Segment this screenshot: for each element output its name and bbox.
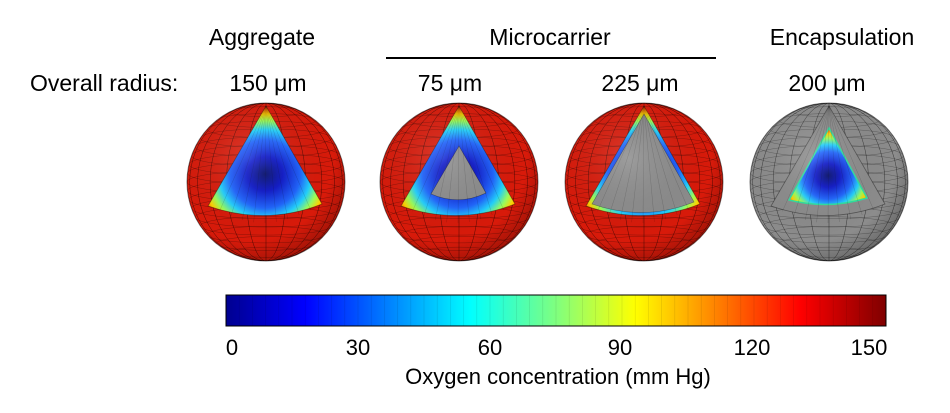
sphere-encapsulation [749, 102, 909, 262]
radius-aggregate: 150 μm [229, 70, 307, 96]
header-aggregate: Aggregate [208, 24, 316, 50]
sphere-aggregate [186, 102, 346, 262]
microcarrier-group-line [386, 57, 716, 59]
colorbar-tick-0: 0 [225, 335, 239, 360]
radius-microcarrier-large: 225 μm [601, 70, 679, 96]
sphere-microcarrier-small [379, 102, 539, 262]
colorbar-label: Oxygen concentration (mm Hg) [405, 364, 711, 389]
colorbar-tick-60: 60 [477, 335, 503, 360]
radius-encapsulation: 200 μm [788, 70, 866, 96]
colorbar-tick-150: 150 [850, 335, 888, 360]
overall-radius-label: Overall radius: [30, 70, 179, 96]
colorbar-tick-90: 90 [607, 335, 633, 360]
colorbar-tick-120: 120 [733, 335, 771, 360]
radius-microcarrier-small: 75 μm [417, 70, 483, 96]
colorbar-tick-30: 30 [345, 335, 371, 360]
header-encapsulation: Encapsulation [769, 24, 915, 50]
sphere-microcarrier-large [564, 102, 724, 262]
colorbar [225, 294, 887, 327]
header-microcarrier: Microcarrier [489, 24, 611, 50]
